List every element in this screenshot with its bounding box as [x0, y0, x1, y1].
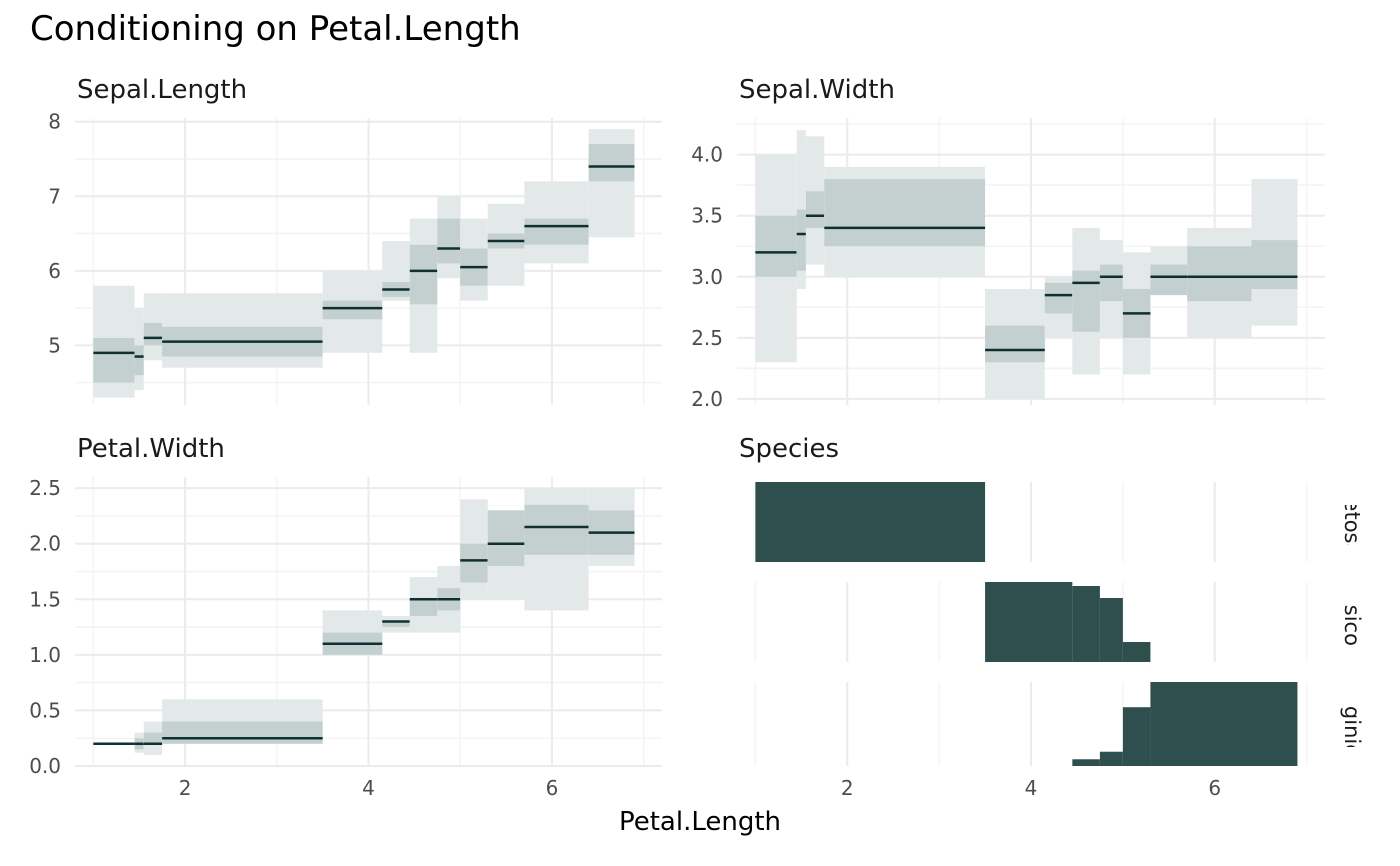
panel-title: Species: [739, 434, 839, 464]
inner-band-4: [322, 300, 383, 320]
y-tick-label: 7: [48, 184, 61, 208]
panels: Sepal.Length 5 6 7 8 Sepal.Width 2.0 2.5 3.0 3.5 4…: [29, 75, 1364, 800]
y-tick-label: 6: [48, 259, 61, 283]
inner-band-10: [1187, 246, 1252, 302]
x-axis-title: Petal.Length: [619, 807, 781, 837]
inner-band-1: [796, 209, 806, 271]
x-tick-label: 4: [362, 776, 375, 800]
panel-title: Sepal.Length: [77, 75, 247, 105]
x-tick-label: 6: [1208, 776, 1221, 800]
y-tick-label: 3.0: [691, 265, 723, 289]
y-tick-label: 1.0: [29, 643, 61, 667]
figure-title: Conditioning on Petal.Length: [30, 9, 521, 49]
inner-band-7: [437, 218, 461, 264]
inner-band-10: [524, 504, 589, 555]
inner-band-5: [1044, 282, 1073, 314]
facet-virginica: virginica: [754, 679, 1364, 768]
y-tick-label: 3.5: [691, 204, 723, 228]
inner-band-2: [143, 323, 163, 346]
species-step-0: [1072, 759, 1100, 766]
species-step-3: [1150, 682, 1298, 766]
inner-band-7: [1099, 264, 1123, 302]
inner-band-3: [824, 179, 986, 247]
x-tick-label: 4: [1025, 776, 1038, 800]
inner-band-1: [134, 345, 144, 376]
y-tick-label: 2.0: [29, 532, 61, 556]
y-tick-label: 2.5: [29, 476, 61, 500]
species-step-2: [1122, 707, 1151, 766]
inner-band-4: [985, 325, 1045, 363]
panel-sepal_width: Sepal.Width 2.0 2.5 3.0 3.5 4.0: [691, 75, 1325, 411]
y-tick-label: 5: [48, 333, 61, 357]
species-step-3: [1122, 642, 1151, 662]
inner-band-11: [1251, 240, 1298, 289]
y-tick-label: 0.0: [29, 754, 61, 778]
y-tick-label: 0.5: [29, 698, 61, 722]
panel-title: Petal.Width: [77, 434, 225, 464]
inner-band-6: [409, 244, 438, 305]
panel-species: Species setosa versicolor virginica 2 4 6: [739, 434, 1364, 800]
strip-label-setosa: setosa: [1340, 488, 1364, 557]
panel-title: Sepal.Width: [739, 75, 895, 105]
inner-band-8: [460, 543, 488, 583]
inner-band-11: [588, 144, 635, 182]
y-tick-label: 4.0: [691, 143, 723, 167]
species-step-0: [985, 582, 1073, 662]
x-tick-label: 2: [841, 776, 854, 800]
facet-setosa: setosa: [754, 482, 1364, 562]
strip-label-virginica: virginica: [1340, 679, 1364, 768]
inner-band-6: [409, 599, 438, 616]
species-step-2: [1099, 598, 1123, 662]
panel-sepal_length: Sepal.Length 5 6 7 8: [48, 75, 662, 405]
inner-band-9: [487, 510, 525, 566]
inner-band-9: [1150, 264, 1188, 296]
facet-versicolor: versicolor: [754, 571, 1364, 674]
inner-band-5: [382, 621, 410, 628]
y-tick-label: 1.5: [29, 587, 61, 611]
species-step-1: [1072, 586, 1100, 662]
inner-band-3: [162, 721, 323, 744]
inner-band-2: [143, 732, 163, 744]
inner-band-0: [755, 215, 797, 277]
x-tick-label: 2: [179, 776, 192, 800]
strip-label-versicolor: versicolor: [1340, 571, 1364, 674]
y-tick-label: 2.0: [691, 387, 723, 411]
species-step-1: [1099, 751, 1123, 766]
inner-band-2: [805, 191, 825, 228]
inner-band-6: [1072, 270, 1100, 332]
panel-petal_width: Petal.Width 0.0 0.5 1.0 1.5 2.0 2.5 2 4 6: [29, 434, 662, 800]
x-tick-label: 6: [546, 776, 559, 800]
inner-band-10: [524, 218, 589, 245]
species-step-0: [755, 482, 986, 562]
inner-band-0: [93, 337, 135, 383]
y-tick-label: 8: [48, 110, 61, 134]
y-tick-label: 2.5: [691, 326, 723, 350]
